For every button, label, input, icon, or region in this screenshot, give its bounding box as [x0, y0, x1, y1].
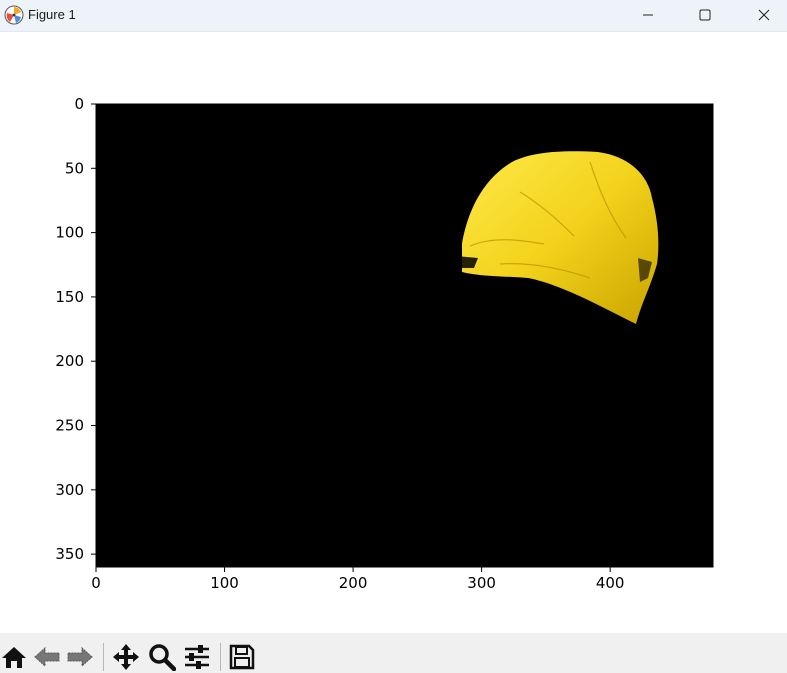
title-bar: Figure 1	[0, 0, 787, 32]
yellow-object	[456, 151, 659, 324]
navigation-toolbar	[0, 633, 787, 673]
matplotlib-icon	[4, 5, 24, 25]
forward-icon	[67, 646, 93, 668]
pan-button[interactable]	[112, 643, 140, 671]
zoom-button[interactable]	[148, 643, 176, 671]
close-button[interactable]	[741, 0, 787, 30]
x-tick-label: 300	[467, 574, 496, 592]
back-button[interactable]	[33, 643, 61, 671]
home-button[interactable]	[0, 643, 28, 671]
x-tick-label: 100	[210, 574, 239, 592]
y-tick-label: 200	[55, 352, 84, 370]
save-button[interactable]	[228, 643, 256, 671]
y-tick-label: 250	[55, 417, 84, 435]
x-axis: 0 100 200 300 400	[91, 567, 624, 592]
y-tick-label: 150	[55, 288, 84, 306]
x-tick-label: 0	[91, 574, 101, 592]
configure-subplots-button[interactable]	[183, 643, 211, 671]
y-tick-label: 50	[65, 159, 84, 177]
minimize-button[interactable]	[625, 0, 671, 30]
toolbar-separator	[220, 643, 221, 671]
y-tick-label: 0	[74, 95, 84, 113]
minimize-icon	[643, 14, 653, 16]
close-icon	[758, 9, 770, 21]
y-tick-label: 300	[55, 481, 84, 499]
y-tick-label: 100	[55, 224, 84, 242]
y-axis: 0 50 100 150 200 250 300 350	[55, 95, 96, 563]
window-title: Figure 1	[28, 7, 76, 22]
forward-button[interactable]	[66, 643, 94, 671]
save-icon	[229, 644, 255, 670]
pan-icon	[113, 644, 139, 670]
home-icon	[2, 647, 26, 668]
zoom-icon	[149, 644, 176, 671]
back-icon	[34, 646, 60, 668]
plot-area: 0 50 100 150 200 250 300 350 0 100 200 300 400	[55, 95, 714, 592]
x-tick-label: 200	[339, 574, 368, 592]
x-tick-label: 400	[596, 574, 625, 592]
axes-frame	[95, 103, 714, 568]
configure-subplots-icon	[185, 645, 209, 669]
y-tick-label: 350	[55, 545, 84, 563]
figure-canvas[interactable]: 0 50 100 150 200 250 300 350 0 100 200 300 400	[0, 32, 787, 633]
maximize-button[interactable]	[682, 0, 728, 30]
maximize-icon	[699, 9, 711, 21]
toolbar-separator	[103, 643, 104, 671]
